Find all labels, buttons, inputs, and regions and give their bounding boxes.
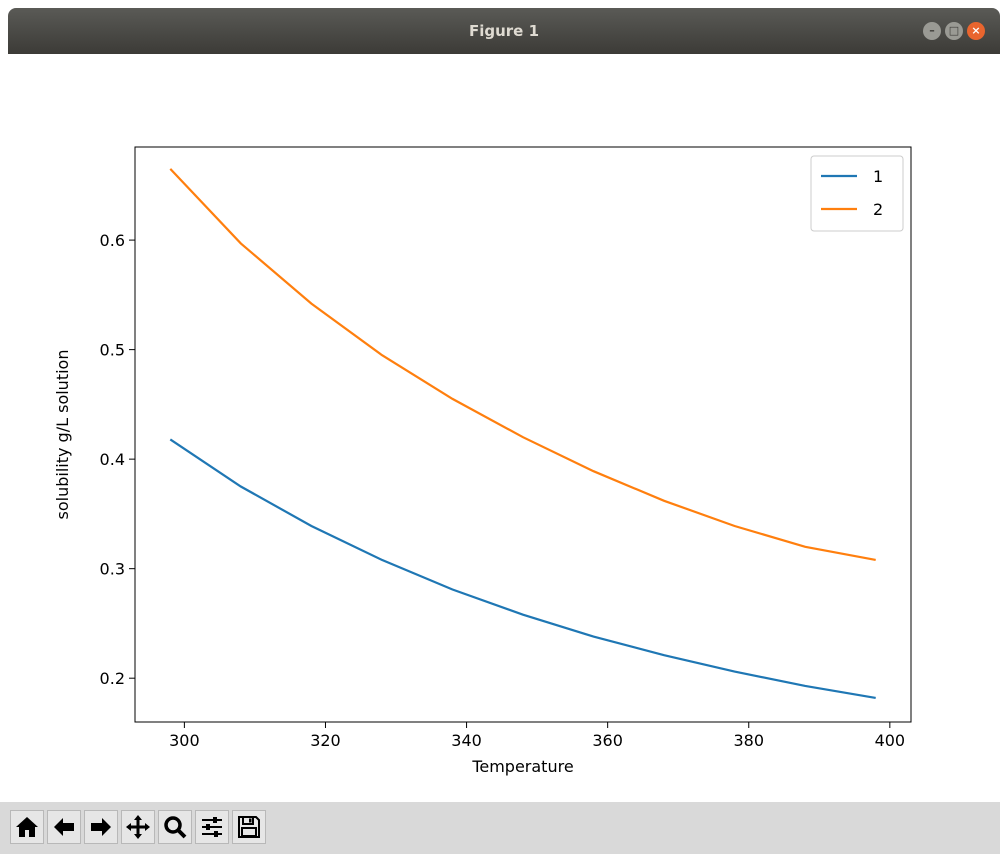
back-button[interactable] [47, 810, 81, 844]
x-tick-label-0: 300 [169, 731, 200, 750]
save-icon [238, 816, 260, 838]
y-tick-label-2: 0.4 [100, 450, 125, 469]
x-tick-label-4: 380 [733, 731, 764, 750]
arrow-left-icon [54, 818, 74, 836]
pan-button[interactable] [121, 810, 155, 844]
x-axis-label: Temperature [471, 757, 573, 776]
legend-label-1: 1 [873, 167, 883, 186]
legend-box [810, 155, 904, 232]
x-tick-label-1: 320 [310, 731, 341, 750]
window-titlebar: Figure 1 – □ × [8, 8, 1000, 54]
home-button[interactable] [10, 810, 44, 844]
maximize-icon[interactable]: □ [945, 22, 963, 40]
sliders-icon [202, 817, 222, 837]
close-icon[interactable]: × [967, 22, 985, 40]
navigation-toolbar [0, 802, 1000, 854]
y-tick-label-3: 0.5 [100, 341, 125, 360]
zoom-button[interactable] [158, 810, 192, 844]
minimize-icon[interactable]: – [923, 22, 941, 40]
home-icon [16, 817, 38, 837]
save-button[interactable] [232, 810, 266, 844]
legend-label-2: 2 [873, 200, 883, 219]
y-axis-label: solubility g/L solution [53, 350, 72, 520]
series-line-2 [169, 168, 876, 561]
x-tick-label-5: 400 [875, 731, 906, 750]
y-tick-label-0: 0.2 [100, 669, 125, 688]
y-tick-label-1: 0.3 [100, 560, 125, 579]
configure-button[interactable] [195, 810, 229, 844]
y-tick-label-4: 0.6 [100, 231, 125, 250]
move-icon [126, 815, 150, 839]
axes-frame [134, 146, 912, 723]
series-line-1 [169, 438, 876, 699]
window-title: Figure 1 [468, 22, 540, 40]
forward-button[interactable] [84, 810, 118, 844]
zoom-icon [164, 816, 187, 839]
x-tick-label-2: 340 [451, 731, 482, 750]
line-chart: 300 320 340 360 380 400 0.2 0.3 0.4 0.5 0.6 Tempera… [53, 146, 912, 776]
figure-canvas: 300 320 340 360 380 400 0.2 0.3 0.4 0.5 0.6 Tempera… [8, 54, 1000, 802]
arrow-right-icon [91, 818, 111, 836]
x-tick-label-3: 360 [592, 731, 623, 750]
